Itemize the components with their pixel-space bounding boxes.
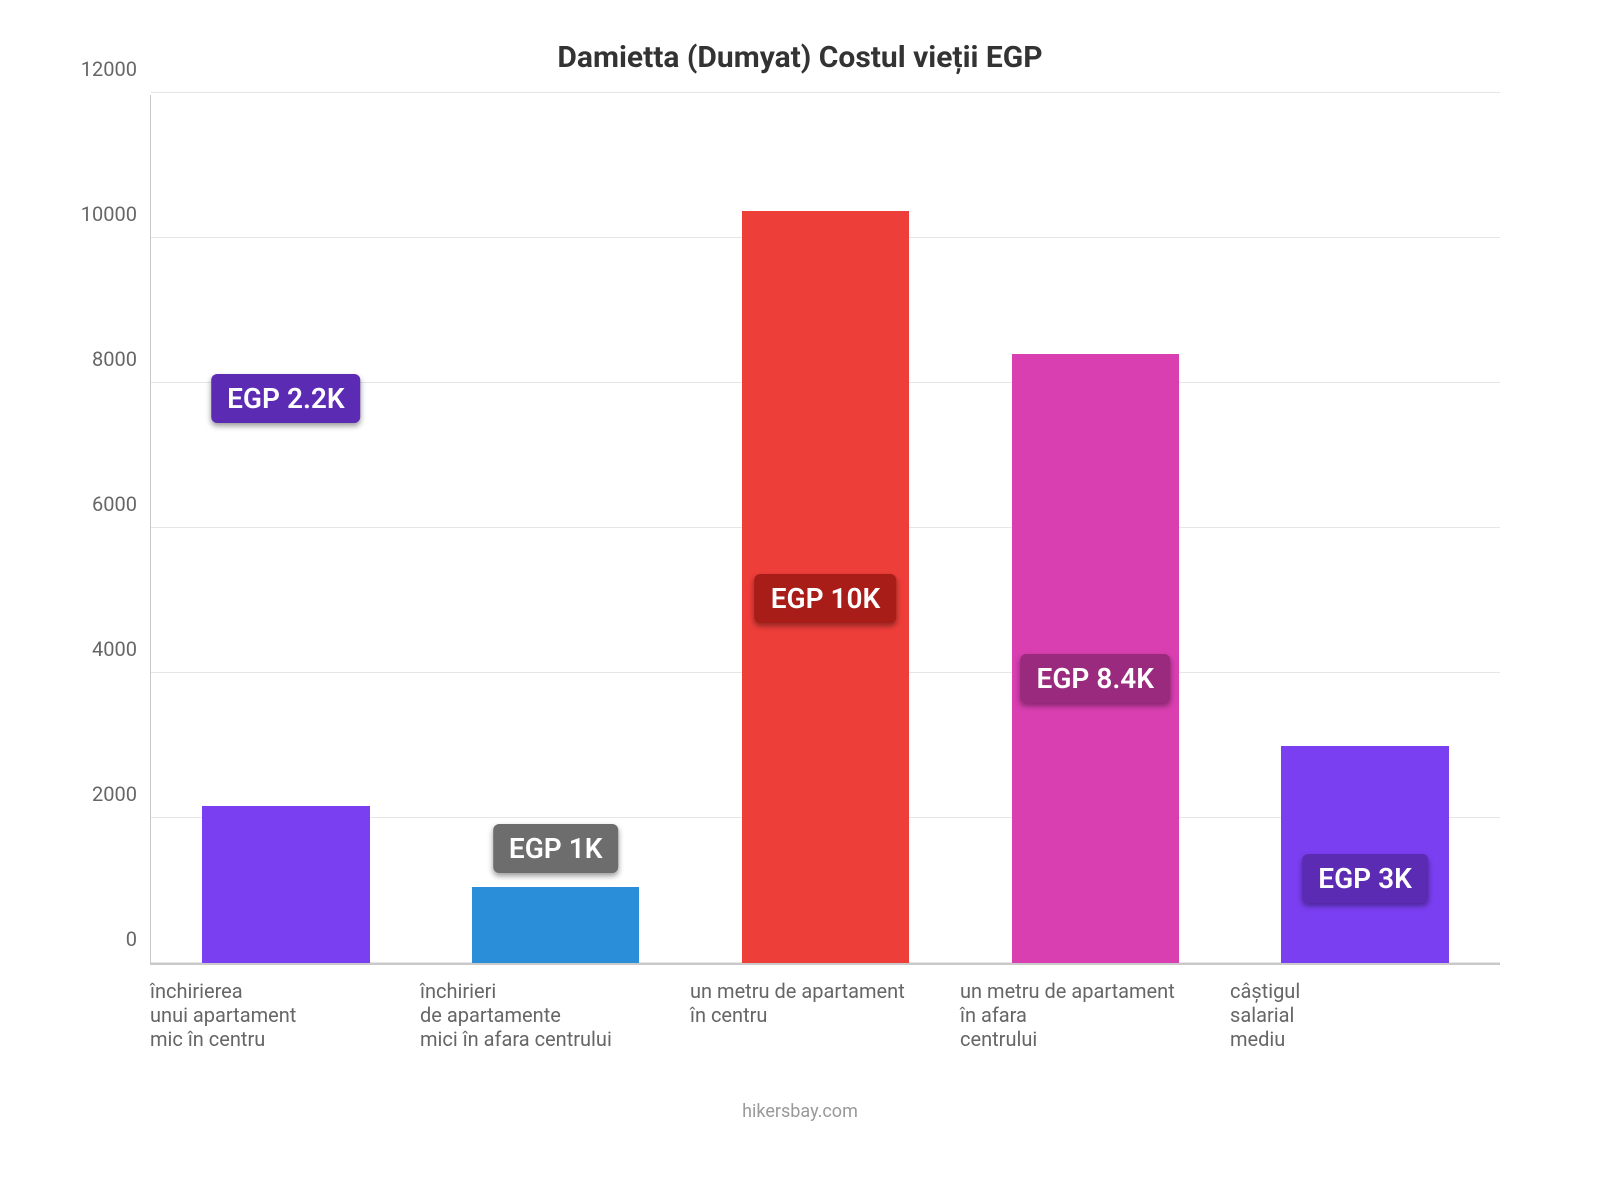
gridline <box>151 92 1500 93</box>
y-tick-label: 4000 <box>92 637 137 661</box>
bar: EGP 3K <box>1281 746 1448 964</box>
y-tick-label: 0 <box>126 927 137 951</box>
x-tick-label: un metru de apartamentîn afaracentrului <box>960 965 1230 1051</box>
value-badge: EGP 2.2K <box>211 374 361 423</box>
bar-slot: EGP 8.4K <box>960 354 1230 963</box>
value-badge: EGP 8.4K <box>1021 654 1171 703</box>
chart-title: Damietta (Dumyat) Costul vieții EGP <box>60 40 1540 75</box>
x-axis-labels: închiriereaunui apartamentmic în centruî… <box>150 965 1500 1051</box>
bar: EGP 8.4K <box>1012 354 1179 963</box>
y-tick-label: 2000 <box>92 782 137 806</box>
value-badge: EGP 10K <box>755 574 897 623</box>
bar: EGP 2.2K <box>202 806 369 963</box>
x-tick-label: închiriereaunui apartamentmic în centru <box>150 965 420 1051</box>
x-tick-label: câștigulsalarialmediu <box>1230 965 1500 1051</box>
attribution-text: hikersbay.com <box>60 1101 1540 1122</box>
value-badge: EGP 3K <box>1302 854 1428 903</box>
bar-slot: EGP 10K <box>691 211 961 963</box>
bars-container: EGP 2.2K EGP 1K EGP 10K EGP 8.4K EGP 3K <box>151 95 1500 963</box>
chart-container: Damietta (Dumyat) Costul vieții EGP 0200… <box>0 0 1600 1200</box>
bar-slot: EGP 2.2K <box>151 806 421 963</box>
bar-slot: EGP 1K <box>421 887 691 963</box>
y-tick-label: 10000 <box>81 202 137 226</box>
y-tick-label: 8000 <box>92 347 137 371</box>
plot-area: 020004000600080001000012000EGP 2.2KEGP 1… <box>150 95 1500 965</box>
bar-slot: EGP 3K <box>1230 746 1500 964</box>
x-tick-label: închirieride apartamentemici în afara ce… <box>420 965 690 1051</box>
bar: EGP 1K <box>472 887 639 963</box>
y-tick-label: 12000 <box>81 57 137 81</box>
y-tick-label: 6000 <box>92 492 137 516</box>
value-badge: EGP 1K <box>493 824 619 873</box>
bar: EGP 10K <box>742 211 909 963</box>
x-tick-label: un metru de apartamentîn centru <box>690 965 960 1051</box>
